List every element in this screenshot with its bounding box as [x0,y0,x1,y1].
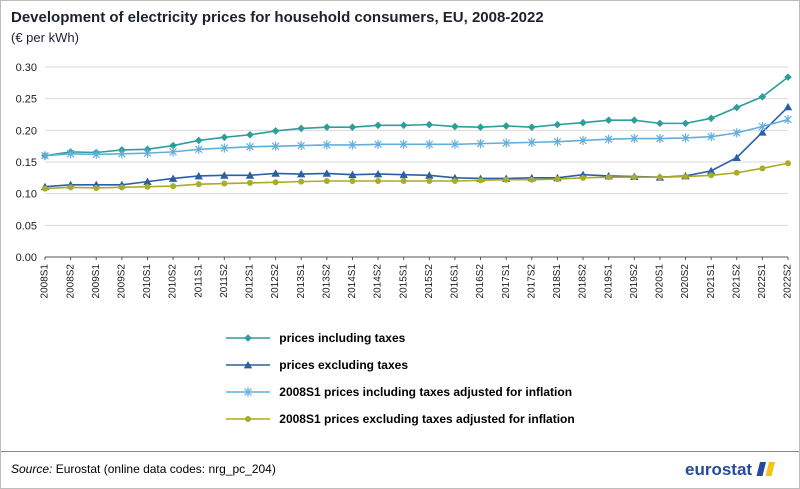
svg-text:2008S1: 2008S1 [40,263,51,298]
svg-text:2019S1: 2019S1 [603,263,614,298]
legend-label: 2008S1 prices excluding taxes adjusted f… [279,411,575,426]
legend-item-prices-excluding-taxes: prices excluding taxes [225,357,408,373]
svg-text:2020S2: 2020S2 [680,263,691,298]
chart-subtitle: (€ per kWh) [11,29,79,45]
svg-text:2022S2: 2022S2 [783,263,794,298]
svg-text:eurostat: eurostat [685,460,752,479]
svg-text:2011S2: 2011S2 [219,263,230,297]
svg-text:0.00: 0.00 [16,252,37,264]
svg-text:2016S1: 2016S1 [450,263,461,298]
legend-star-line-icon [226,387,271,397]
svg-text:2009S1: 2009S1 [91,263,102,298]
svg-text:2015S1: 2015S1 [398,263,409,298]
source-text: Eurostat (online data codes: nrg_pc_204) [55,462,276,476]
svg-text:2016S2: 2016S2 [475,263,486,298]
svg-text:2017S1: 2017S1 [501,263,512,298]
svg-text:2019S2: 2019S2 [629,263,640,298]
svg-text:2013S1: 2013S1 [296,263,307,298]
chart-footer: Source: Eurostat (online data codes: nrg… [1,451,799,488]
svg-text:2021S1: 2021S1 [706,263,717,298]
svg-text:2010S2: 2010S2 [168,263,179,298]
svg-text:2014S1: 2014S1 [347,263,358,298]
eurostat-logo-bars-icon [756,462,776,476]
chart-header: Development of electricity prices for ho… [1,1,799,45]
legend-label: 2008S1 prices including taxes adjusted f… [279,384,573,399]
legend-item-prices-including-taxes: prices including taxes [225,330,405,346]
svg-text:2022S1: 2022S1 [757,263,768,298]
svg-text:0.10: 0.10 [16,188,37,200]
legend-circle-line-icon [226,415,271,422]
svg-text:2009S2: 2009S2 [117,263,128,298]
legend-diamond-line-icon [226,333,271,342]
svg-text:2012S1: 2012S1 [245,263,256,298]
legend-item-excluding-taxes-adjusted: 2008S1 prices excluding taxes adjusted f… [225,411,575,427]
chart-area: 0.00 0.05 0.10 0.15 0.20 0.25 0.30 2008S1 2008S2… [1,49,799,324]
svg-text:2014S2: 2014S2 [373,263,384,298]
svg-text:0.20: 0.20 [16,125,37,137]
eurostat-logo: eurostat [685,460,776,479]
legend-item-including-taxes-adjusted: 2008S1 prices including taxes adjusted f… [225,384,572,400]
svg-text:2018S2: 2018S2 [578,263,589,298]
svg-text:0.15: 0.15 [16,157,37,169]
svg-text:0.30: 0.30 [16,62,37,74]
svg-text:2017S2: 2017S2 [526,263,537,298]
svg-text:0.25: 0.25 [16,93,37,105]
line-chart: 0.00 0.05 0.10 0.15 0.20 0.25 0.30 2008S1 2008S2… [16,62,794,298]
svg-text:2015S2: 2015S2 [424,263,435,298]
svg-text:2011S1: 2011S1 [193,263,204,297]
svg-text:2021S2: 2021S2 [731,263,742,298]
svg-text:2013S2: 2013S2 [321,263,332,298]
svg-text:0.05: 0.05 [16,220,37,232]
legend-triangle-line-icon [226,360,271,369]
source-label: Source: [11,462,53,476]
chart-title: Development of electricity prices for ho… [11,9,544,26]
svg-text:2020S1: 2020S1 [655,263,666,298]
source-note: Source: Eurostat (online data codes: nrg… [11,462,276,476]
legend-label: prices excluding taxes [279,357,409,372]
svg-text:2010S1: 2010S1 [142,263,153,298]
legend-label: prices including taxes [279,330,406,345]
svg-text:2018S1: 2018S1 [552,263,563,298]
svg-text:2012S2: 2012S2 [270,263,281,298]
svg-text:2008S2: 2008S2 [65,263,76,298]
chart-legend: prices including taxes prices excluding … [225,330,575,427]
